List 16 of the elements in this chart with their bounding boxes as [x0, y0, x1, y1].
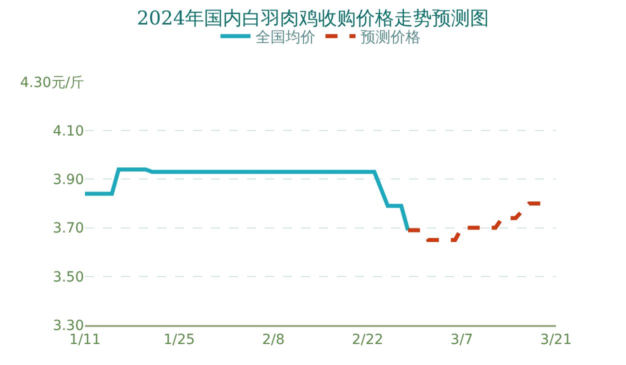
y-tick-label: 3.70 — [52, 220, 84, 237]
x-tick-label: 3/21 — [540, 332, 572, 348]
line-series — [85, 167, 410, 232]
x-tick-label: 2/8 — [262, 332, 285, 348]
y-tick-label: 3.50 — [52, 269, 84, 286]
x-tick-label: 3/7 — [450, 332, 474, 348]
chart-title: 2024年国内白羽肉鸡收购价格走势预测图 — [136, 7, 490, 30]
x-tick-label: 1/25 — [163, 332, 195, 348]
legend-label: 预测价格 — [360, 28, 420, 46]
x-tick-label: 2/22 — [352, 332, 384, 348]
y-tick-label: 3.90 — [52, 172, 84, 188]
y-tick-label: 4.10 — [52, 124, 84, 140]
y-tick-label: 4.30元/斤 — [20, 74, 84, 91]
y-tick-label: 3.30 — [52, 318, 84, 334]
legend-label: 全国均价 — [256, 28, 316, 46]
x-tick-label: 1/11 — [69, 332, 101, 348]
